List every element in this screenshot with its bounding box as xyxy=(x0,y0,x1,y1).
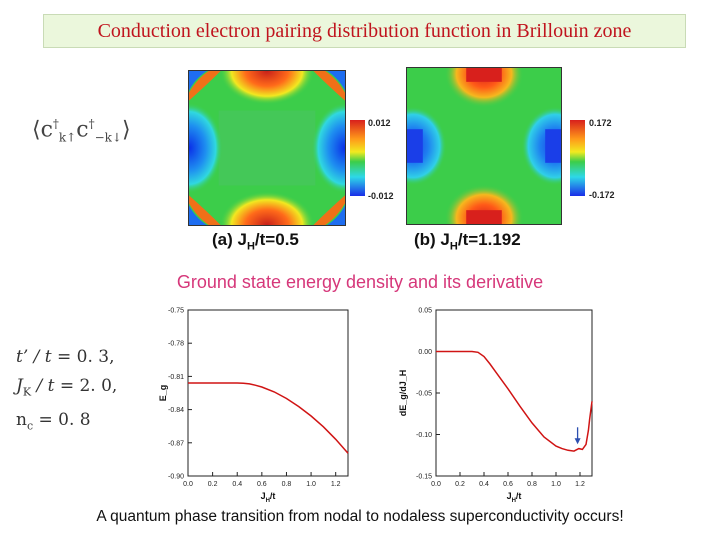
x-axis-label: JH/t xyxy=(507,491,522,504)
x-tick-label: 0.6 xyxy=(503,481,513,488)
y-tick-label: 0.00 xyxy=(418,349,432,356)
y-tick-label: -0.15 xyxy=(416,474,432,481)
x-tick-label: 0.0 xyxy=(431,481,441,488)
x-tick-label: 0.6 xyxy=(257,481,267,488)
x-tick-label: 1.2 xyxy=(331,481,341,488)
colorbar-b-min: -0.172 xyxy=(589,190,615,200)
heatmap-a xyxy=(188,70,346,226)
colorbar-a-min: -0.012 xyxy=(368,191,394,201)
y-tick-label: -0.78 xyxy=(168,341,184,348)
y-tick-label: -0.81 xyxy=(168,374,184,381)
x-tick-label: 1.2 xyxy=(575,481,585,488)
x-tick-label: 0.2 xyxy=(455,481,465,488)
x-tick-label: 0.0 xyxy=(183,481,193,488)
caption-b: (b) JH/t=1.192 xyxy=(414,230,521,253)
y-axis-label: E_g xyxy=(158,385,168,402)
y-tick-label: -0.75 xyxy=(168,308,184,315)
title-banner: Conduction electron pairing distribution… xyxy=(43,14,686,48)
page-title: Conduction electron pairing distribution… xyxy=(97,19,632,42)
x-tick-label: 1.0 xyxy=(551,481,561,488)
y-tick-label: -0.90 xyxy=(168,474,184,481)
footer-statement: A quantum phase transition from nodal to… xyxy=(96,508,624,525)
y-tick-label: 0.05 xyxy=(418,308,432,315)
derivative-plot: 0.0 0.2 0.4 0.6 0.8 1.0 1.2 0.05 0.00 -0.05 -0.10 -… xyxy=(398,308,593,504)
x-tick-label: 1.0 xyxy=(306,481,316,488)
arrow-head xyxy=(574,438,581,445)
colorbar-b-max: 0.172 xyxy=(589,118,612,128)
section-title: Ground state energy density and its deri… xyxy=(176,272,544,292)
heatmap-b xyxy=(406,67,562,225)
y-tick-label: -0.84 xyxy=(168,407,184,414)
colorbar-a xyxy=(350,120,365,196)
x-axis-label: JH/t xyxy=(261,491,276,504)
x-tick-label: 0.8 xyxy=(282,481,292,488)
x-tick-label: 0.4 xyxy=(479,481,489,488)
colorbar-b xyxy=(570,120,585,196)
y-tick-label: -0.87 xyxy=(168,440,184,447)
y-tick-label: -0.10 xyxy=(416,432,432,439)
plot-frame xyxy=(187,309,349,477)
colorbar-a-max: 0.012 xyxy=(368,118,391,128)
series-line xyxy=(188,382,349,454)
x-tick-label: 0.4 xyxy=(232,481,242,488)
y-axis-label: dE_g/dJ_H xyxy=(398,370,408,417)
param-nc: nc = 0. 8 xyxy=(16,410,91,433)
caption-a: (a) JH/t=0.5 xyxy=(212,230,299,253)
param-jk: JK / t = 2. 0, xyxy=(16,376,118,399)
x-tick-label: 0.8 xyxy=(527,481,537,488)
y-tick-label: -0.05 xyxy=(416,391,432,398)
x-tick-label: 0.2 xyxy=(208,481,218,488)
pairing-formula: ⟨c†k↑c†−k↓⟩ xyxy=(32,117,131,145)
parameter-list: t’ / t = 0. 3, JK / t = 2. 0, nc = 0. 8 xyxy=(16,343,117,441)
param-tprime: t’ / t = 0. 3, xyxy=(16,347,115,367)
series-line xyxy=(436,350,593,452)
energy-plot: 0.0 0.2 0.4 0.6 0.8 1.0 1.2 -0.75 -0.78 -0.81 -0.8… xyxy=(158,308,349,504)
